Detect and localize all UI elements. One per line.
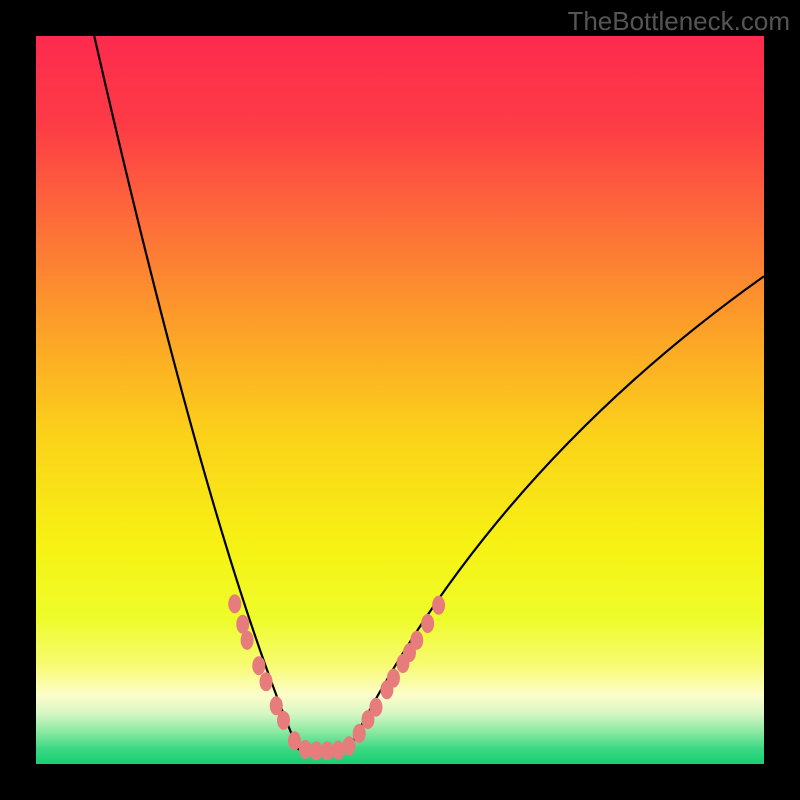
- marker-point: [241, 631, 254, 650]
- marker-point: [421, 614, 434, 633]
- marker-point: [288, 731, 301, 750]
- watermark: TheBottleneck.com: [567, 6, 790, 37]
- marker-point: [252, 656, 265, 675]
- plot-svg: [36, 36, 764, 764]
- gradient-bg: [36, 36, 764, 764]
- plot-area: [36, 36, 764, 764]
- marker-point: [387, 669, 400, 688]
- marker-point: [260, 672, 273, 691]
- marker-point: [432, 596, 445, 615]
- marker-point: [369, 698, 382, 717]
- marker-point: [410, 631, 423, 650]
- marker-point: [343, 736, 356, 755]
- marker-point: [332, 741, 345, 760]
- marker-point: [277, 711, 290, 730]
- marker-point: [228, 594, 241, 613]
